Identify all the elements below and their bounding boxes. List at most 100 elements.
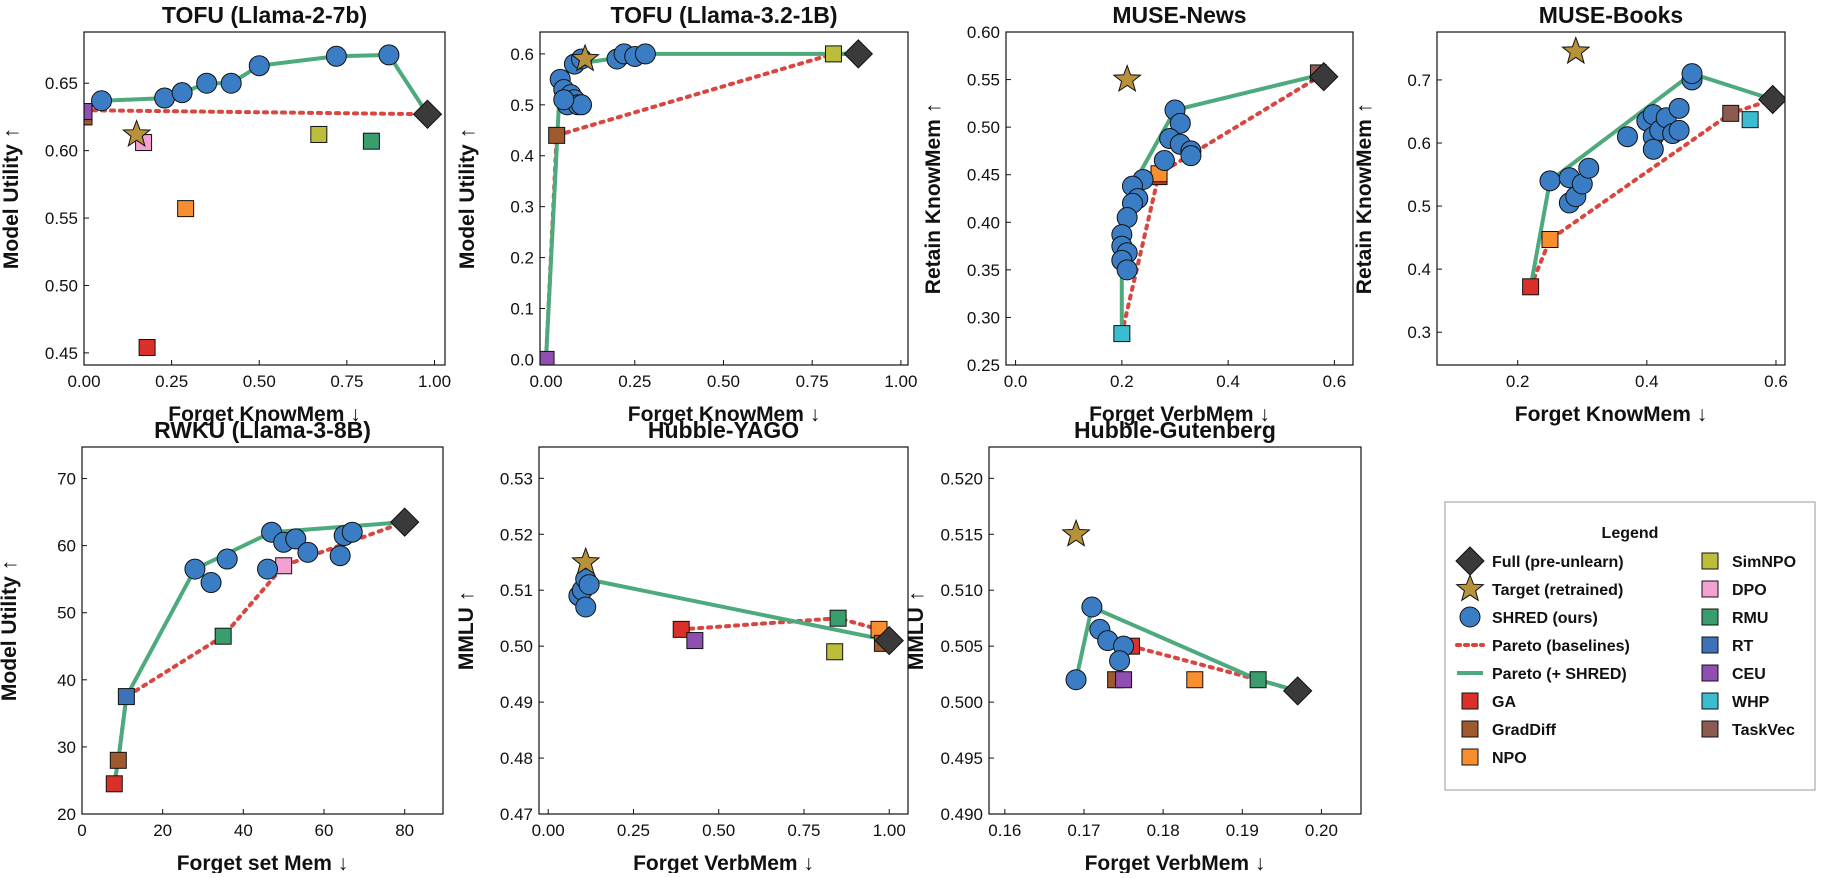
point: [138, 338, 156, 356]
legend-swatch: [1701, 608, 1719, 626]
legend-label: WHP: [1732, 694, 1770, 711]
legend-label: Pareto (+ SHRED): [1492, 666, 1627, 683]
legend-label: RT: [1732, 638, 1754, 655]
y-tick-label: 0.45: [45, 344, 78, 363]
y-tick-label: 0.520: [940, 469, 983, 488]
point: [571, 94, 593, 116]
x-tick-label: 0.4: [1635, 372, 1659, 391]
y-tick-label: 0.65: [45, 74, 78, 93]
plot-frame: [81, 446, 444, 815]
x-tick-label: 0.50: [243, 372, 276, 391]
y-tick-label: 0.1: [510, 299, 534, 318]
point: [1153, 149, 1175, 171]
y-tick-label: 0.6: [1407, 134, 1431, 153]
point: [196, 72, 218, 94]
x-tick-label: 1.00: [884, 372, 917, 391]
x-tick-label: 0.75: [787, 821, 820, 840]
y-tick-label: 0.45: [967, 166, 1000, 185]
legend-swatch: [1701, 692, 1719, 710]
y-tick-label: 0.53: [500, 469, 533, 488]
y-axis-label: Model Utility ↑: [0, 128, 23, 269]
point: [171, 82, 193, 104]
x-tick-label: 0.25: [617, 821, 650, 840]
y-tick-label: 30: [57, 738, 76, 757]
point: [1081, 596, 1103, 618]
y-tick-label: 0.40: [967, 213, 1000, 232]
legend-label: GA: [1492, 694, 1516, 711]
chart-title: TOFU (Llama-3.2-1B): [610, 2, 837, 28]
y-tick-label: 0.35: [967, 261, 1000, 280]
x-tick-label: 60: [315, 821, 334, 840]
chart-title: MUSE-News: [1112, 2, 1246, 28]
x-tick-label: 0.00: [67, 372, 100, 391]
y-tick-label: 0.49: [500, 693, 533, 712]
point: [578, 574, 600, 596]
y-tick-label: 0.6: [510, 45, 534, 64]
x-tick-label: 1.00: [873, 821, 906, 840]
x-axis-label: Forget VerbMem ↓: [1085, 852, 1266, 873]
point: [200, 572, 222, 594]
point: [1186, 671, 1204, 689]
x-tick-label: 80: [395, 821, 414, 840]
legend-box: [1444, 501, 1816, 791]
y-tick-label: 0.510: [940, 581, 983, 600]
legend-swatch: [1701, 636, 1719, 654]
x-tick-label: 0.16: [988, 821, 1021, 840]
point: [575, 596, 597, 618]
plot-area: [568, 546, 904, 661]
point: [214, 627, 232, 645]
point: [1681, 63, 1703, 85]
x-tick-label: 40: [234, 821, 253, 840]
point: [1578, 157, 1600, 179]
point: [109, 751, 127, 769]
point: [829, 609, 847, 627]
point: [117, 688, 135, 706]
point: [1741, 111, 1759, 129]
point: [412, 99, 443, 129]
point: [553, 89, 575, 111]
point: [686, 632, 704, 650]
y-tick-label: 0.47: [500, 805, 533, 824]
chart-title: TOFU (Llama-2-7b): [162, 2, 367, 28]
point: [1169, 112, 1191, 134]
plot-area: [1061, 518, 1313, 706]
point: [325, 45, 347, 67]
point: [1642, 138, 1664, 160]
legend-title: Legend: [1602, 525, 1659, 542]
point: [1112, 64, 1142, 93]
y-tick-label: 0.500: [940, 693, 983, 712]
y-tick-label: 0.5: [1407, 197, 1431, 216]
legend-label: Full (pre-unlearn): [1492, 554, 1624, 571]
point: [634, 43, 656, 65]
point: [1116, 259, 1138, 281]
x-tick-label: 0.19: [1226, 821, 1259, 840]
x-tick-label: 0: [77, 821, 86, 840]
x-tick-label: 0.2: [1110, 372, 1134, 391]
point: [1722, 104, 1740, 122]
point: [570, 43, 600, 72]
y-tick-label: 0.52: [500, 525, 533, 544]
point: [1668, 97, 1690, 119]
point: [1180, 145, 1202, 167]
point: [1541, 230, 1559, 248]
y-tick-label: 0.7: [1407, 71, 1431, 90]
x-tick-label: 0.50: [707, 372, 740, 391]
pareto-line: [112, 520, 407, 786]
plot-area: [84, 44, 443, 356]
y-tick-label: 0.495: [940, 749, 983, 768]
y-tick-label: 0.48: [500, 749, 533, 768]
chart-title: Hubble-Gutenberg: [1074, 417, 1276, 443]
y-tick-label: 0.55: [967, 71, 1000, 90]
y-tick-label: 0.60: [967, 23, 1000, 42]
y-tick-label: 0.30: [967, 308, 1000, 327]
x-tick-label: 0.4: [1216, 372, 1240, 391]
chart-title: MUSE-Books: [1539, 2, 1683, 28]
y-tick-label: 0.60: [45, 142, 78, 161]
point: [310, 125, 328, 143]
point: [548, 126, 566, 144]
legend-swatch: [1701, 720, 1719, 738]
y-axis-label: MMLU ↑: [905, 591, 928, 670]
pareto-line: [1119, 71, 1326, 336]
point: [1539, 170, 1561, 192]
x-tick-label: 20: [153, 821, 172, 840]
